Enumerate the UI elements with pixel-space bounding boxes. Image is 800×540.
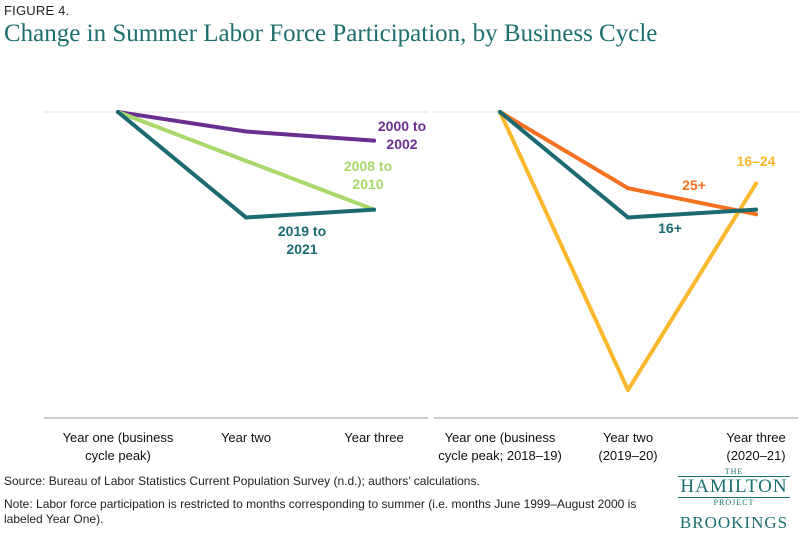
series-label-line: 2002 [386,136,417,152]
x-tick-label-line: cycle peak) [85,448,151,463]
x-tick-label: Year two [221,430,271,445]
x-tick-label-line: Year one (business [445,430,556,445]
hamilton-brookings-logo: THE HAMILTON PROJECT BROOKINGS [672,468,796,533]
data-point [754,181,758,186]
series-label: 2008 to 2010 [344,158,392,192]
chart-area: Year one (business cycle peak)Year two Yea… [44,110,798,463]
x-tick-label: Year one (business cycle peak; 2018–19) [438,430,562,463]
data-point [116,110,120,114]
source-note: Source: Bureau of Labor Statistics Curre… [4,474,480,488]
logo-hamilton: HAMILTON [678,476,790,498]
data-point [754,212,758,217]
series-label-line: 2019 to [278,223,326,239]
series-label-line: 25+ [682,177,706,193]
logo-brookings: BROOKINGS [679,513,789,532]
series-label: 2000 to 2002 [378,118,426,152]
series-label-line: 2000 to [378,118,426,134]
series-line-2-3 [498,110,758,220]
x-tick-label: Year three [344,430,404,445]
x-tick-label: Year two (2019–20) [598,430,657,463]
data-point [754,207,758,212]
series-label-line: 16–24 [737,153,776,169]
data-point [372,207,376,212]
figure-title: Change in Summer Labor Force Participati… [4,20,658,47]
series-label-line: 16+ [658,220,682,236]
series-label-line: 2021 [286,241,317,257]
x-tick-label: Year three (2020–21) [726,430,786,463]
x-tick-label-line: cycle peak; 2018–19) [438,448,562,463]
logo-the: THE [724,467,744,476]
logo-project: PROJECT [713,498,755,507]
series-label-line: 2008 to [344,158,392,174]
data-point [626,186,630,191]
footnote: Note: Labor force participation is restr… [4,497,637,526]
x-tick-label-line: Year two [603,430,653,445]
x-tick-label: Year one (business cycle peak) [63,430,174,463]
x-tick-label-line: Year three [726,430,786,445]
series-label-line: 2010 [352,176,383,192]
x-tick-label-line: (2019–20) [598,448,657,463]
data-point [498,110,502,114]
x-tick-label-line: Year two [221,430,271,445]
series-label: 16+ [658,220,682,236]
data-point [244,158,248,163]
series-line-2-1 [498,110,758,393]
data-point [372,138,376,143]
x-tick-label-line: Year three [344,430,404,445]
figure-label: FIGURE 4. [4,3,70,18]
series-label: 16–24 [737,153,776,169]
x-tick-label-line: (2020–21) [726,448,785,463]
data-point [244,215,248,220]
series-label: 25+ [682,177,706,193]
series-label: 2019 to 2021 [278,223,326,257]
data-point [626,388,630,393]
data-point [244,129,248,134]
x-tick-label-line: Year one (business [63,430,174,445]
data-point [626,215,630,220]
